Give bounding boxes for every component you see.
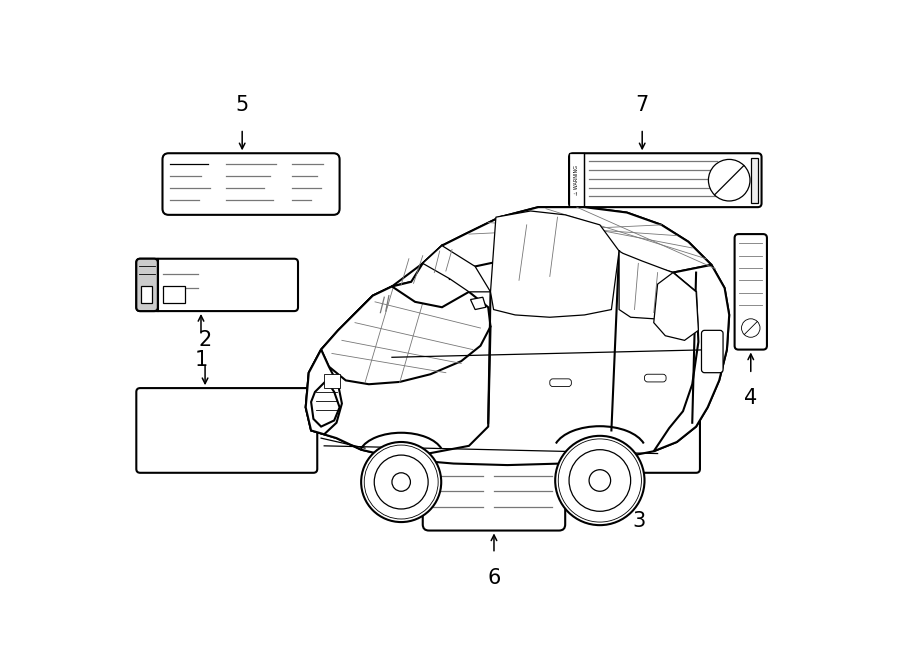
Polygon shape	[442, 207, 712, 279]
FancyBboxPatch shape	[569, 153, 761, 207]
Bar	[324, 374, 339, 388]
Polygon shape	[311, 380, 339, 426]
Circle shape	[374, 455, 428, 509]
Polygon shape	[619, 251, 696, 319]
Text: ⚠ WARNING: ⚠ WARNING	[574, 165, 580, 195]
Text: 5: 5	[236, 95, 248, 115]
FancyBboxPatch shape	[423, 449, 565, 531]
Text: 4: 4	[744, 388, 758, 408]
Polygon shape	[306, 350, 342, 434]
Bar	[569, 153, 584, 207]
Circle shape	[708, 159, 750, 201]
Polygon shape	[306, 207, 729, 465]
FancyBboxPatch shape	[644, 374, 666, 382]
Text: 1: 1	[194, 350, 208, 369]
Circle shape	[361, 442, 441, 522]
Bar	[163, 286, 184, 303]
Circle shape	[555, 436, 644, 525]
FancyBboxPatch shape	[136, 258, 298, 311]
Polygon shape	[392, 246, 475, 307]
Polygon shape	[653, 265, 729, 451]
Polygon shape	[321, 282, 491, 384]
FancyBboxPatch shape	[163, 153, 339, 215]
Polygon shape	[423, 246, 491, 292]
FancyBboxPatch shape	[589, 327, 700, 473]
Bar	[751, 158, 759, 202]
Text: 3: 3	[632, 512, 645, 531]
Bar	[141, 286, 152, 303]
FancyBboxPatch shape	[136, 388, 318, 473]
FancyBboxPatch shape	[701, 330, 723, 373]
Text: 7: 7	[635, 95, 649, 115]
Circle shape	[590, 470, 610, 491]
Circle shape	[392, 473, 410, 491]
Polygon shape	[471, 297, 486, 309]
Polygon shape	[491, 211, 619, 317]
Polygon shape	[306, 286, 490, 459]
Text: 6: 6	[487, 568, 500, 588]
Circle shape	[569, 449, 631, 512]
Text: 2: 2	[198, 330, 212, 350]
FancyBboxPatch shape	[136, 258, 158, 311]
FancyBboxPatch shape	[550, 379, 572, 387]
FancyBboxPatch shape	[734, 234, 767, 350]
Polygon shape	[653, 272, 698, 340]
Circle shape	[742, 319, 760, 337]
